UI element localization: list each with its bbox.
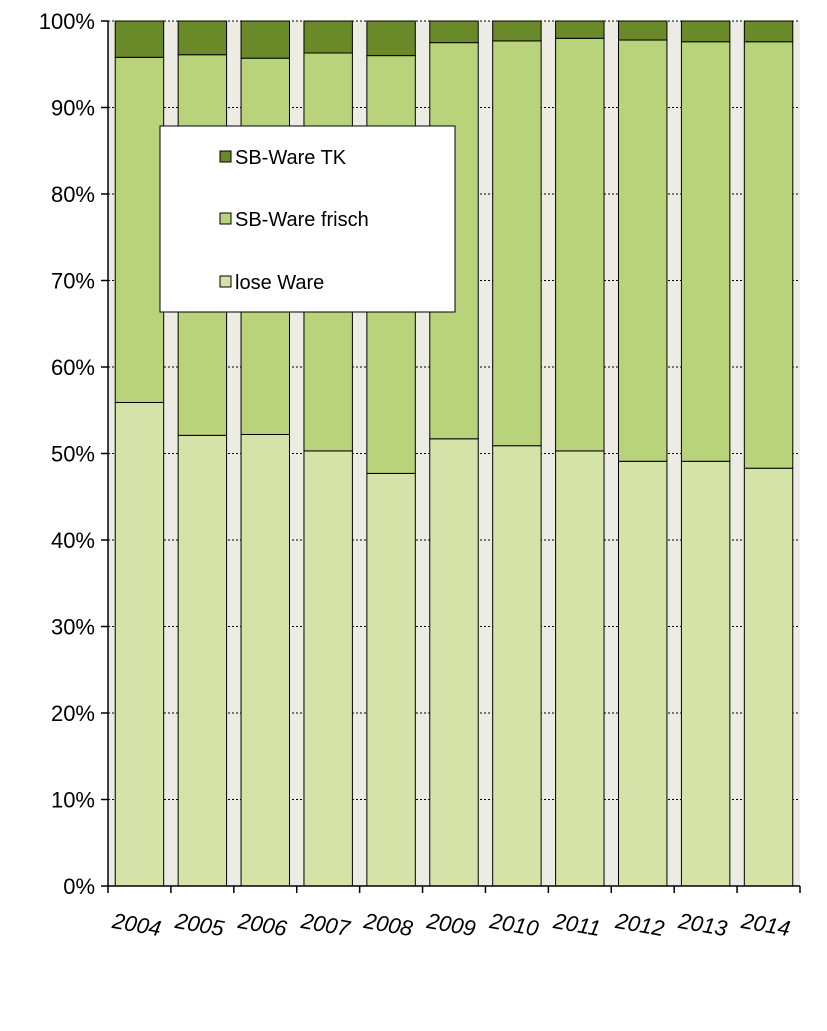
x-tick-label: 2004	[109, 908, 163, 941]
legend-box	[159, 125, 456, 313]
y-tick-label: 40%	[51, 528, 95, 553]
y-tick-label: 80%	[51, 182, 95, 207]
legend-label: lose Ware	[235, 272, 324, 294]
bar-segment	[743, 467, 794, 887]
legend-swatch	[219, 212, 232, 225]
y-tick-label: 50%	[51, 442, 95, 467]
bar-segment	[555, 450, 605, 887]
x-tick-label: 2012	[613, 908, 667, 941]
x-tick-label: 2010	[487, 908, 541, 941]
y-tick-label: 10%	[51, 788, 95, 813]
bar-segment	[555, 37, 605, 452]
y-tick-label: 60%	[51, 355, 95, 380]
x-tick-label: 2008	[361, 908, 415, 941]
bar-segment	[492, 20, 542, 42]
bar-segment	[303, 450, 353, 887]
bar-segment	[555, 20, 605, 39]
bar-segment	[492, 445, 542, 887]
legend-swatch	[219, 150, 232, 163]
y-tick-label: 70%	[51, 269, 95, 294]
bars	[114, 20, 794, 887]
y-axis-ticks: 0% 10% 20% 30% 40% 50% 60% 70% 80% 90% 100%	[39, 9, 108, 899]
legend: SB-Ware TK SB-Ware frisch lose Ware	[159, 125, 456, 313]
x-tick-label: 2007	[298, 908, 352, 941]
y-tick-label: 90%	[51, 96, 95, 121]
bar-segment	[177, 20, 228, 56]
bar-segment	[366, 20, 416, 57]
y-tick-label: 0%	[63, 874, 95, 899]
x-tick-label: 2005	[172, 908, 226, 941]
bar-segment	[240, 20, 290, 59]
legend-label: SB-Ware TK	[235, 147, 347, 169]
bar-segment	[429, 438, 479, 887]
bar-segment	[492, 40, 542, 447]
bar-segment	[177, 434, 228, 887]
bar-segment	[114, 56, 165, 403]
bar-segment	[366, 472, 416, 887]
bar-segment	[303, 20, 353, 54]
bar-segment	[680, 41, 731, 462]
bar-segment	[680, 20, 731, 43]
x-tick-label: 2013	[676, 908, 730, 941]
x-tick-label: 2011	[551, 908, 603, 941]
bar-segment	[618, 39, 668, 462]
bar-segment	[618, 20, 668, 41]
legend-label: SB-Ware frisch	[235, 209, 369, 231]
bar-segment	[240, 433, 290, 887]
bar-segment	[743, 41, 794, 469]
y-tick-label: 30%	[51, 615, 95, 640]
x-axis-ticks: 2004 2005 2006 2007 2008 2009 2010 2011 2012 2013…	[107, 886, 801, 941]
x-tick-label: 2009	[424, 908, 478, 941]
x-tick-label: 2006	[235, 908, 289, 941]
bar-segment	[743, 20, 794, 43]
y-tick-label: 100%	[39, 9, 95, 34]
bar-segment	[114, 20, 165, 58]
bar-segment	[618, 460, 668, 887]
bar-segment	[680, 460, 731, 887]
bar-segment	[429, 20, 479, 44]
x-tick-label: 2014	[739, 908, 793, 941]
bar-segment	[114, 401, 165, 887]
legend-swatch	[219, 275, 232, 288]
y-tick-label: 20%	[51, 701, 95, 726]
